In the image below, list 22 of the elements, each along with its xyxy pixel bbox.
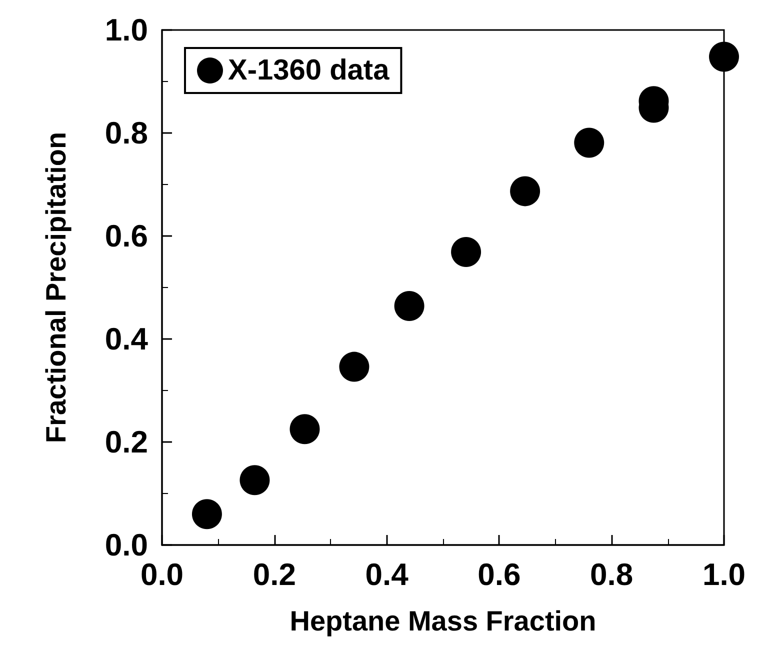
x-tick-label: 0.6 — [478, 557, 521, 592]
point — [240, 465, 270, 496]
point — [339, 352, 370, 382]
point — [451, 236, 482, 267]
point — [510, 176, 540, 206]
y-tick-label: 1.0 — [104, 12, 148, 48]
point — [290, 414, 320, 444]
x-tick-label: 1.0 — [702, 557, 746, 592]
y-tick-label: 0.4 — [104, 322, 149, 356]
y-tick-label: 0.6 — [104, 218, 148, 254]
legend-label: X-1360 data — [228, 54, 390, 86]
x-tick-label: 0.4 — [365, 557, 410, 592]
x-tick-label: 0.8 — [590, 557, 634, 592]
y-tick-label: 0.2 — [104, 424, 148, 460]
point — [574, 128, 604, 158]
point — [394, 291, 424, 322]
x-tick-label: 0.2 — [252, 557, 296, 592]
y-axis-title: Fractional Precipitation — [40, 132, 72, 444]
y-tick-label: 0.8 — [104, 116, 148, 150]
x-axis-title: Heptane Mass Fraction — [290, 606, 596, 636]
point — [709, 42, 739, 72]
point — [192, 499, 222, 530]
